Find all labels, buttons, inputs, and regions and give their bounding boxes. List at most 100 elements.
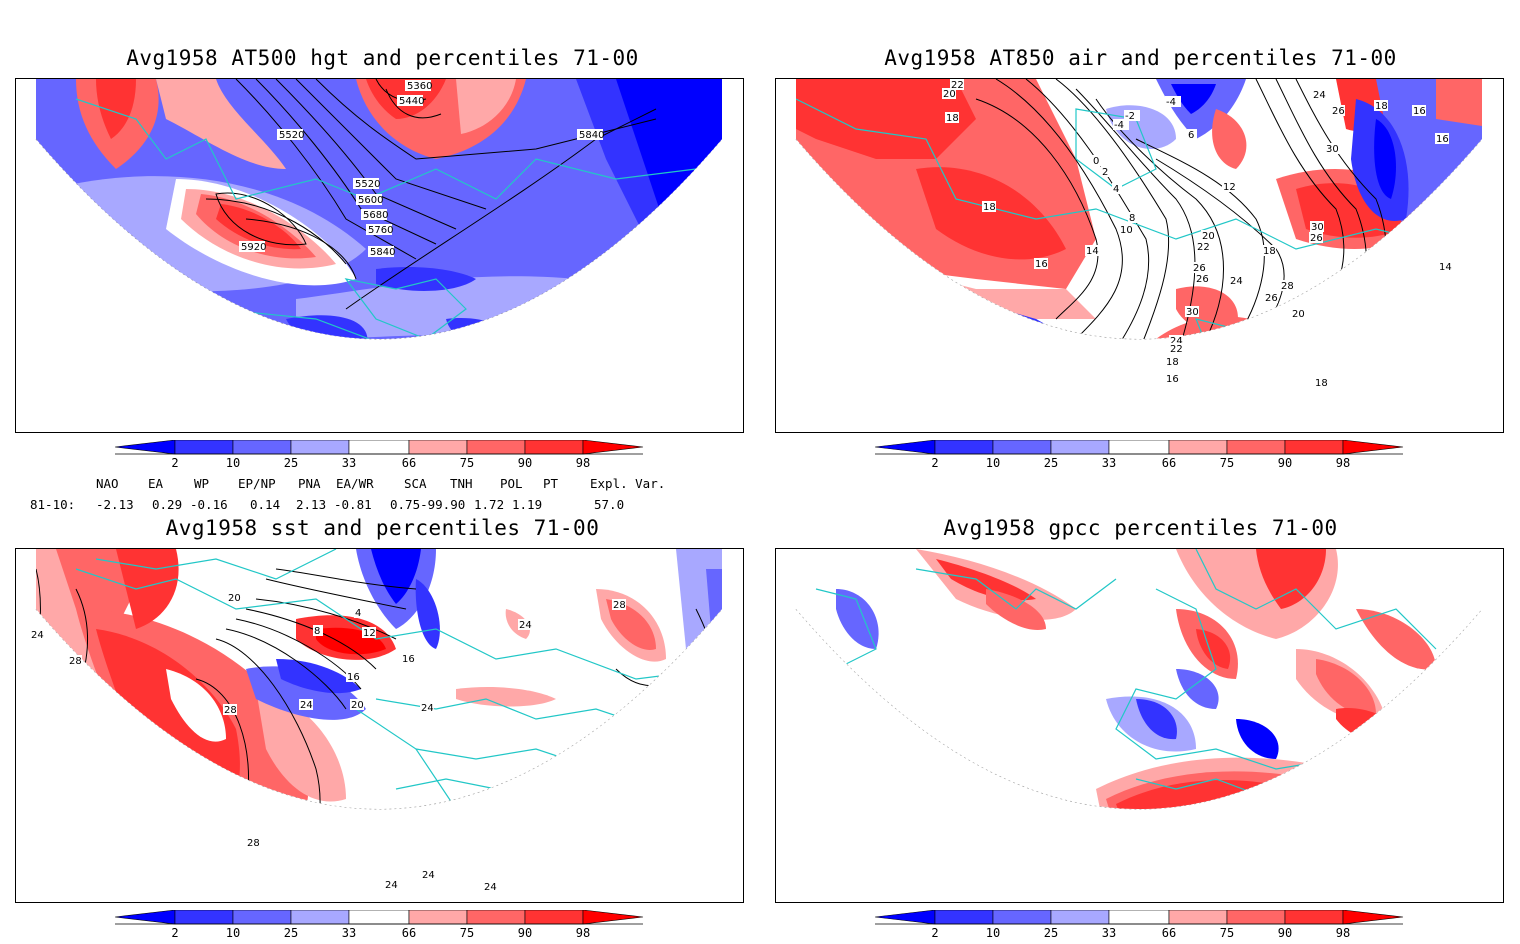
index-value-epnp: 0.14 [250, 497, 281, 512]
colorbar-segment [524, 439, 584, 455]
colorbar-segment [408, 439, 468, 455]
colorbar-tick: 66 [1162, 926, 1176, 940]
colorbar-segment [466, 439, 526, 455]
index-header-pol: POL [500, 476, 523, 491]
index-value-pna: 2.13 [296, 497, 327, 512]
colorbar-segment [992, 909, 1052, 925]
contour-label: 18 [1263, 246, 1276, 257]
colorbar-tick: 66 [402, 926, 416, 940]
contour-label: 28 [224, 705, 237, 716]
contour-label: 12 [363, 628, 376, 639]
colorbar-segment [290, 439, 350, 455]
contour-label: 8 [1129, 213, 1135, 224]
contour-label: 10 [1120, 225, 1133, 236]
colorbar-segment [1226, 439, 1286, 455]
index-header-wp: WP [194, 476, 210, 491]
index-value-wp: -0.16 [190, 497, 228, 512]
contour-label: 5520 [279, 130, 304, 141]
colorbar-segment [466, 909, 526, 925]
contour-label: 20 [351, 700, 364, 711]
map-sst: 20 4 8 12 16 24 28 16 28 24 20 24 24 28 … [30, 549, 723, 893]
contour-label: 16 [1413, 106, 1426, 117]
colorbar-tick: 10 [986, 926, 1000, 940]
colorbar-tick: 90 [518, 926, 532, 940]
colorbar-tick: 2 [171, 926, 178, 940]
contour-label: 24 [385, 880, 398, 891]
contour-label: 18 [1375, 101, 1388, 112]
panel-title-gpcc: Avg1958 gpcc percentiles 71-00 [943, 516, 1338, 540]
colorbar-tick: 2 [931, 926, 938, 940]
colorbar-tick: 98 [1336, 456, 1350, 470]
panel-title-sst: Avg1958 sst and percentiles 71-00 [165, 516, 600, 540]
colorbar-tick: 2 [171, 456, 178, 470]
contour-label: 16 [402, 654, 415, 665]
panel-title-air: Avg1958 AT850 air and percentiles 71-00 [884, 46, 1397, 70]
colorbar-segment [348, 439, 410, 455]
contour-label: 24 [1230, 276, 1243, 287]
contour-label: 22 [1197, 242, 1210, 253]
contour-label: 26 [1196, 274, 1209, 285]
colorbar-segment [934, 909, 994, 925]
index-header-eawr: EA/WR [336, 476, 374, 491]
colorbar-tick: 66 [402, 456, 416, 470]
colorbar-tick: 33 [342, 456, 356, 470]
index-header-sca: SCA [404, 476, 427, 491]
contour-label: 18 [946, 113, 959, 124]
index-header-tnh: TNH [450, 476, 473, 491]
colorbar-tick: 25 [1044, 456, 1058, 470]
colorbar-tick: 25 [284, 926, 298, 940]
colorbar-segment [524, 909, 584, 925]
index-value-pol: 1.19 [512, 497, 543, 512]
panel-title-hgt: Avg1958 AT500 hgt and percentiles 71-00 [126, 46, 639, 70]
contour-label: 30 [1186, 307, 1199, 318]
contour-label: 5360 [407, 81, 432, 92]
colorbar-segment [874, 439, 936, 455]
index-value-ea: 0.29 [152, 497, 183, 512]
colorbar-segment [1108, 439, 1170, 455]
colorbar-tick: 10 [226, 456, 240, 470]
colorbar-segment [1108, 909, 1170, 925]
map-panel-gpcc [775, 548, 1504, 903]
colorbar-segment [1226, 909, 1286, 925]
index-header-nao: NAO [96, 476, 119, 491]
colorbar-segment [232, 439, 292, 455]
colorbar-segment [1050, 439, 1110, 455]
colorbar-segment [1168, 439, 1228, 455]
contour-label: 0 [1093, 156, 1099, 167]
colorbar-svg: 2 10 25 33 66 75 90 98 [114, 909, 644, 940]
colorbar-tick: 75 [1220, 926, 1234, 940]
colorbar-segment [174, 909, 234, 925]
contour-label: 5520 [355, 179, 380, 190]
colorbar-segment [1284, 439, 1344, 455]
colorbar-segment [1050, 909, 1110, 925]
contour-label: 16 [1166, 374, 1179, 385]
colorbar-tick: 75 [460, 456, 474, 470]
contour-label: 20 [1292, 309, 1305, 320]
colorbar-segment [582, 909, 644, 925]
contour-label: 24 [1170, 336, 1183, 347]
colorbar-segment [934, 439, 994, 455]
colorbar-segment [1342, 439, 1404, 455]
map-panel-hgt: 5360 5440 5520 5840 5520 5600 5680 5760 … [15, 78, 744, 433]
contour-label: 4 [1113, 184, 1119, 195]
contour-label: 16 [1035, 259, 1048, 270]
colorbar-sst: 2 10 25 33 66 75 90 98 [114, 909, 645, 940]
contour-label: 5920 [241, 242, 266, 253]
colorbar-tick: 98 [576, 456, 590, 470]
contour-label: 5440 [399, 96, 424, 107]
colorbar-segment [174, 439, 234, 455]
colorbar-segment [348, 909, 410, 925]
index-value-explvar: 57.0 [594, 497, 625, 512]
contour-label: 22 [951, 80, 964, 91]
index-header-ea: EA [148, 476, 164, 491]
index-row-label: 81-10: [30, 497, 76, 512]
contour-label: 24 [421, 703, 434, 714]
colorbar-tick: 75 [460, 926, 474, 940]
contour-label: 16 [347, 672, 360, 683]
colorbar-air: 2 10 25 33 66 75 90 98 [874, 439, 1405, 470]
index-value-sca: 0.75-99.90 [390, 497, 466, 512]
contour-label: 26 [1310, 233, 1323, 244]
contour-label: 26 [1265, 293, 1278, 304]
map-gpcc [795, 549, 1483, 810]
contour-label: 18 [1166, 357, 1179, 368]
